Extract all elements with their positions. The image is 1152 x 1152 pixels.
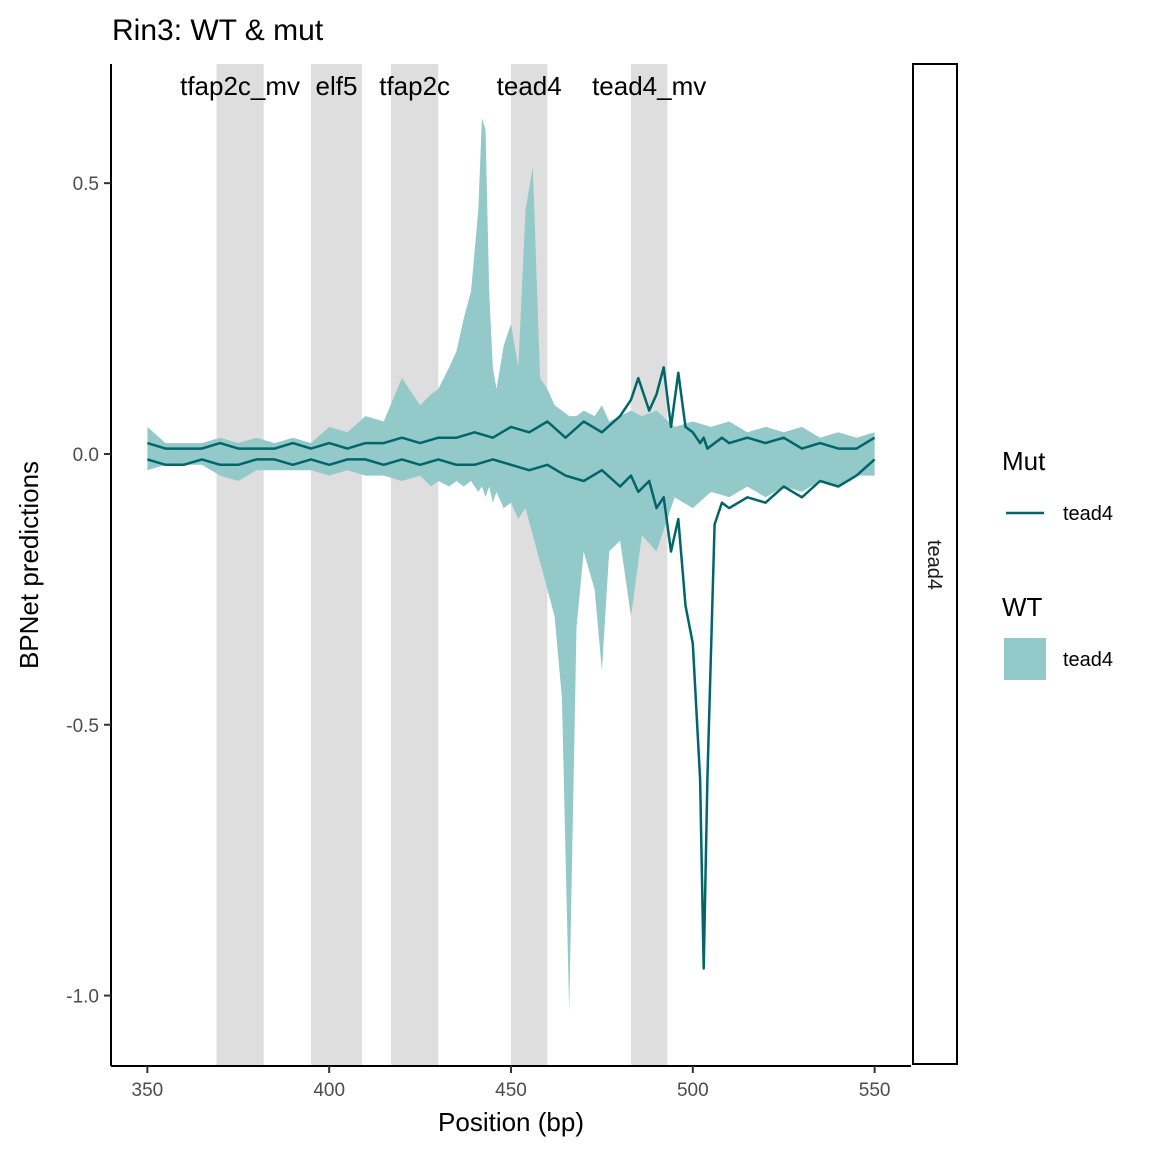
y-tick-label: -0.5 [66,716,99,737]
motif-label-tfap2c: tfap2c [379,71,450,101]
motif-label-tead4_mv: tead4_mv [592,71,706,101]
facet-strip [912,63,958,1065]
x-tick-label: 400 [313,1080,345,1101]
mut-tead4-line-lower [147,458,876,970]
chart-title: Rin3: WT & mut [112,14,324,47]
y-tick-label: 0.5 [73,174,99,195]
motif-label-elf5: elf5 [315,71,357,101]
motif-band-tfap2c_mv [216,64,264,1066]
motif-band-tfap2c [391,64,439,1066]
x-tick-label: 350 [132,1080,164,1101]
y-tick-label: 0.0 [73,445,99,466]
series-layer [147,118,876,1012]
x-tick-label: 550 [859,1080,891,1101]
mut-tead4-line-upper [147,366,876,450]
y-tick-label: -1.0 [66,987,99,1008]
legend-key-wt [1004,638,1046,680]
motif-label-tfap2c_mv: tfap2c_mv [180,71,300,101]
x-axis-label: Position (bp) [438,1107,584,1137]
legend-title-wt: WT [1002,592,1043,622]
y-axis-ticks: 0.5 0.0 -0.5 -1.0 [66,174,111,1008]
legend: Mut tead4 WT tead4 [1002,446,1113,680]
legend-label-wt: tead4 [1063,649,1113,671]
x-tick-label: 450 [495,1080,527,1101]
x-axis-ticks: 350 400 450 500 550 [132,1066,891,1101]
legend-title-mut: Mut [1002,446,1046,476]
motif-labels: tfap2c_mv elf5 tfap2c tead4 tead4_mv [180,71,706,101]
facet-strip-label: tead4 [923,540,945,590]
legend-label-mut: tead4 [1063,503,1113,525]
y-axis-label: BPNet predictions [14,461,44,669]
motif-label-tead4: tead4 [497,71,562,101]
motif-band-elf5 [311,64,362,1066]
x-tick-label: 500 [677,1080,709,1101]
